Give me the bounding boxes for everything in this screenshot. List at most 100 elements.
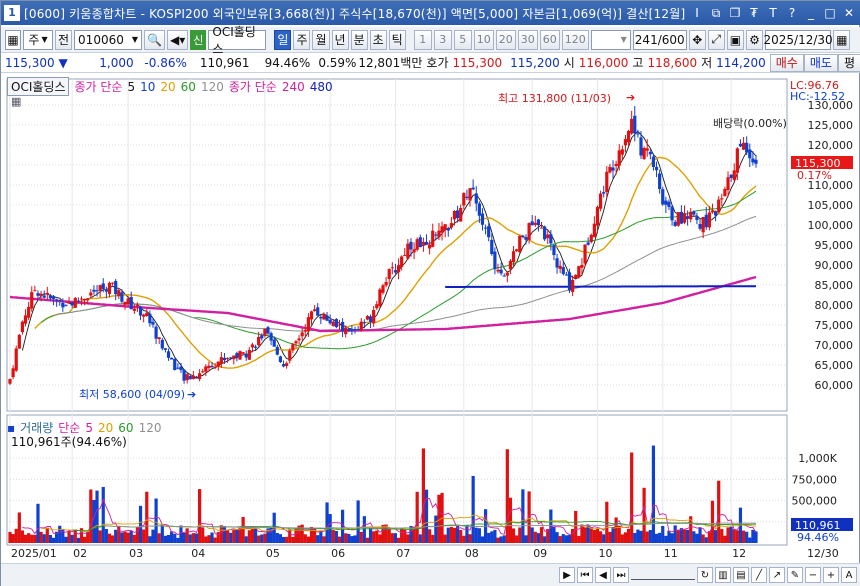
scroll-right-icon[interactable]: ▶ [559, 567, 575, 583]
zoom-slider[interactable] [631, 570, 695, 580]
chart-area[interactable]: 60,000 65,000 70,000 75,000 80,000 85,000 90,0… [1, 75, 860, 563]
chart-type-icon[interactable]: ▥ [715, 567, 731, 583]
date-tick-label: 2025/01 [11, 547, 57, 560]
candle-body [412, 249, 416, 253]
volume-bar [331, 530, 335, 543]
volume-bar [726, 527, 730, 543]
volume-bar [266, 528, 270, 543]
timeframe-week[interactable]: 주 [293, 29, 311, 50]
copy-icon[interactable]: ❐ [729, 6, 741, 20]
date-field[interactable]: 2025/12/30 [763, 29, 833, 50]
close-icon[interactable]: ✕ [843, 6, 855, 20]
grid-toggle-icon[interactable]: ▦ [11, 95, 22, 108]
interval-3[interactable]: 3 [433, 29, 452, 50]
info-icon[interactable]: I [695, 6, 699, 20]
volume-bar [294, 528, 298, 543]
candle-body [216, 361, 220, 367]
volume-bar [275, 533, 279, 543]
candle-body [530, 221, 534, 226]
volume-bar [334, 530, 338, 543]
line-chart-icon[interactable]: ╱ [751, 567, 767, 583]
trend-icon[interactable]: ↗ [769, 567, 785, 583]
timeframe-year[interactable]: 년 [331, 29, 349, 50]
stock-code-input[interactable]: 010060 ▼ [74, 29, 143, 50]
volume-bar [70, 534, 74, 543]
count-field[interactable]: 241 /600 [632, 29, 687, 50]
candle-body [689, 211, 693, 220]
volume-bar [496, 537, 500, 543]
volume-bar [437, 494, 441, 543]
minimize-icon[interactable]: _ [808, 6, 814, 20]
text-icon[interactable]: T [769, 6, 777, 20]
timeframe-second[interactable]: 초 [369, 29, 387, 50]
scroll-last-icon[interactable]: ⏭ [613, 567, 629, 583]
candle-body [527, 223, 531, 240]
timeframe-minute[interactable]: 분 [350, 29, 368, 50]
search-icon[interactable]: 🔍 [144, 29, 165, 50]
volume-bar [661, 525, 665, 543]
gear-icon[interactable]: ⚙ [746, 29, 764, 50]
volume-ma120-line [103, 522, 757, 529]
tools-icon[interactable]: ✥ [688, 29, 706, 50]
pin-icon[interactable]: ₮ [750, 6, 758, 20]
zoom-in-icon[interactable]: + [823, 567, 839, 583]
high-label: 고 [632, 56, 644, 70]
candle-body [229, 357, 233, 359]
zoom-chart-icon[interactable]: ⤢ [707, 29, 725, 50]
all-stocks-button[interactable]: 전 [55, 29, 73, 50]
interval-1[interactable]: 1 [413, 29, 432, 50]
sell-button[interactable]: 매도 [803, 53, 838, 72]
candle-body [70, 302, 74, 306]
candle-body [334, 319, 338, 328]
candle-body [309, 311, 314, 320]
buy-button[interactable]: 매수 [769, 53, 804, 72]
volume-bar [751, 529, 755, 543]
pct-tag: 0.17% [797, 169, 832, 182]
layout-icon[interactable]: ▦ [5, 29, 21, 50]
timeframe-tick[interactable]: 틱 [388, 29, 406, 50]
style-icon[interactable]: ✎ [787, 567, 803, 583]
speaker-icon[interactable]: ◀▾ [167, 29, 189, 50]
save-icon[interactable]: ▣ [726, 29, 745, 50]
timeframe-month[interactable]: 월 [312, 29, 330, 50]
interval-10[interactable]: 10 [473, 29, 494, 50]
interval-dropdown[interactable]: ▼ [590, 29, 631, 50]
volume-value: 110,961 [199, 55, 250, 70]
eval-button[interactable]: 평 [837, 53, 860, 72]
candle-body [185, 374, 189, 381]
candle-body [291, 344, 295, 351]
timeframe-day[interactable]: 일 [274, 29, 292, 50]
candle-body [574, 274, 578, 279]
interval-60[interactable]: 60 [539, 29, 560, 50]
interval-5[interactable]: 5 [453, 29, 472, 50]
candle-body [598, 193, 603, 209]
candle-body [406, 243, 410, 259]
interval-120[interactable]: 120 [561, 29, 589, 50]
font-size-icon[interactable]: A [841, 567, 857, 583]
calendar-icon[interactable]: ▦ [833, 29, 851, 50]
interval-20[interactable]: 20 [495, 29, 516, 50]
candle-body [695, 216, 699, 221]
volume-bar [645, 531, 649, 543]
legend-stock-name[interactable]: OCI홀딩스 [7, 77, 70, 96]
candle-body [449, 223, 453, 228]
stock-name-field[interactable]: OCI홀딩스 [208, 25, 267, 56]
period-select[interactable]: 주 ▼ [23, 29, 53, 50]
refresh-icon[interactable]: ↻ [697, 567, 713, 583]
candle-body [713, 211, 718, 216]
help-icon[interactable]: ? [788, 6, 796, 20]
indicator-icon[interactable]: ▤ [733, 567, 749, 583]
maximize-icon[interactable]: □ [824, 6, 836, 20]
scroll-first-icon[interactable]: ⏮ [577, 567, 593, 583]
price-chart[interactable]: 60,000 65,000 70,000 75,000 80,000 85,000 90,0… [1, 75, 860, 563]
volume-bar [76, 537, 80, 543]
volume-bar [477, 528, 481, 543]
zoom-out-icon[interactable]: − [805, 567, 821, 583]
link-icon[interactable]: ⧉ [711, 6, 721, 20]
candle-body [107, 282, 112, 294]
volume-bar [626, 528, 631, 543]
volume-bar [418, 534, 422, 543]
scroll-prev-icon[interactable]: ◀ [595, 567, 611, 583]
candle-body [331, 321, 335, 326]
interval-30[interactable]: 30 [517, 29, 538, 50]
